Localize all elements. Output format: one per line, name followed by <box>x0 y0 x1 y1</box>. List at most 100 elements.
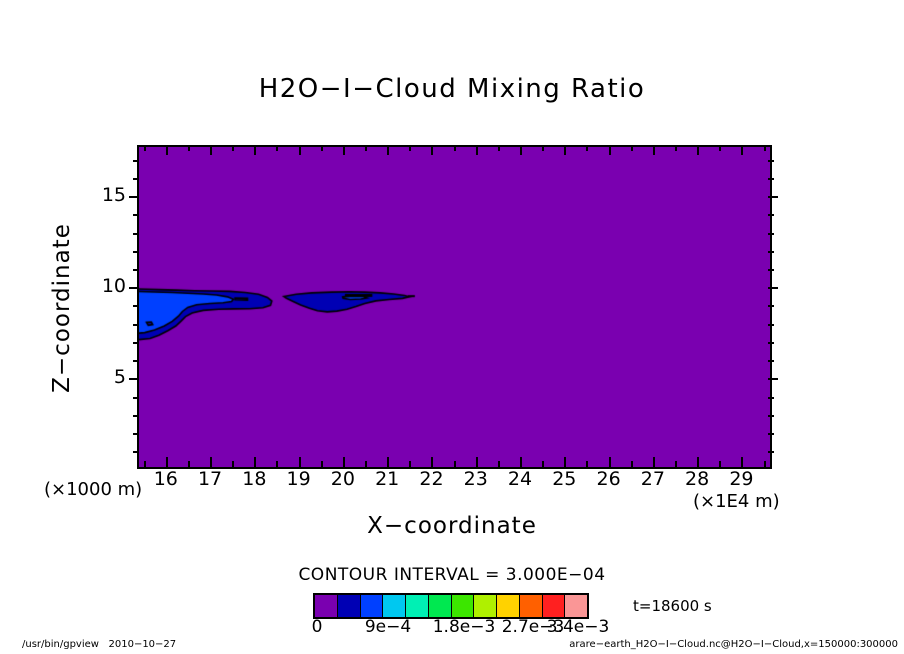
axis-tick <box>768 268 774 271</box>
axis-tick <box>768 159 774 162</box>
axis-tick <box>165 457 168 467</box>
axis-tick <box>768 196 778 199</box>
axis-tick <box>133 451 139 454</box>
axis-tick <box>475 145 478 155</box>
axis-tick <box>133 433 139 436</box>
axis-tick <box>133 414 139 417</box>
axis-tick <box>697 145 700 155</box>
y-axis-title: Z−coordinate <box>49 223 75 393</box>
axis-tick <box>768 451 774 454</box>
colorbar <box>313 593 589 619</box>
y-tick-label: 5 <box>113 366 126 389</box>
axis-tick <box>453 461 456 467</box>
axis-tick <box>232 461 235 467</box>
colorbar-segment <box>565 595 587 617</box>
axis-tick <box>133 268 139 271</box>
axis-tick <box>475 457 478 467</box>
axis-tick <box>652 457 655 467</box>
colorbar-segment <box>406 595 429 617</box>
axis-tick <box>719 461 722 467</box>
axis-tick <box>675 461 677 467</box>
footer-source-label: arare−earth_H2O−I−Cloud.nc@H2O−I−Cloud,x… <box>569 639 898 650</box>
axis-tick <box>763 461 766 467</box>
axis-tick <box>298 457 301 467</box>
axis-tick <box>497 461 500 467</box>
x-tick-label: 28 <box>685 468 710 490</box>
colorbar-label: 2.7e−3 <box>501 617 565 637</box>
axis-tick <box>133 396 139 399</box>
axis-tick <box>768 323 774 326</box>
colorbar-segment <box>337 595 361 617</box>
axis-tick <box>768 396 774 399</box>
axis-tick <box>133 232 139 235</box>
x-tick-label: 20 <box>330 468 355 490</box>
axis-tick <box>768 378 778 381</box>
axis-tick <box>342 145 345 155</box>
axis-tick <box>409 461 412 467</box>
x-unit-left-label: (×1000 m) <box>44 479 143 500</box>
x-tick-label: 25 <box>552 468 577 490</box>
x-tick-label: 19 <box>286 468 311 490</box>
colorbar-segment <box>428 595 452 617</box>
colorbar-segment <box>315 595 338 617</box>
axis-tick <box>254 457 257 467</box>
x-tick-label: 18 <box>242 468 267 490</box>
axis-tick <box>133 323 139 326</box>
axis-tick <box>630 461 633 467</box>
page-title: H2O−I−Cloud Mixing Ratio <box>258 74 646 104</box>
footer-command-label: /usr/bin/gpview 2010−10−27 <box>22 639 177 650</box>
x-tick-label: 24 <box>507 468 533 490</box>
axis-tick <box>210 145 213 155</box>
axis-tick <box>768 414 774 417</box>
axis-tick <box>129 287 139 290</box>
axis-tick <box>768 214 774 217</box>
axis-tick <box>719 145 722 151</box>
axis-tick <box>129 196 139 199</box>
axis-tick <box>763 145 766 151</box>
axis-tick <box>133 360 139 363</box>
x-unit-right-label: (×1E4 m) <box>693 491 780 512</box>
axis-tick <box>133 341 139 344</box>
axis-tick <box>608 457 611 467</box>
axis-tick <box>768 305 774 308</box>
axis-tick <box>453 145 456 151</box>
x-tick-label: 16 <box>153 468 178 490</box>
y-axis-tick-labels: 5 10 15 <box>90 0 126 654</box>
axis-tick <box>675 145 677 151</box>
axis-tick <box>276 461 279 467</box>
axis-tick <box>143 461 146 467</box>
axis-tick <box>320 461 323 467</box>
axis-tick <box>143 145 146 151</box>
axis-tick <box>133 250 139 253</box>
axis-tick <box>564 457 567 467</box>
colorbar-segment <box>519 595 543 617</box>
contour-field-canvas <box>139 147 770 467</box>
colorbar-tick-labels: 0 9e−4 1.8e−3 2.7e−3 3.4e−3 <box>0 617 904 641</box>
axis-tick <box>232 145 235 151</box>
colorbar-segment <box>383 595 406 617</box>
axis-tick <box>586 461 589 467</box>
axis-tick <box>387 145 390 155</box>
axis-tick <box>342 457 345 467</box>
time-annotation: t=18600 s <box>633 597 712 615</box>
x-tick-label: 29 <box>729 468 754 490</box>
y-tick-label: 10 <box>101 275 126 298</box>
axis-tick <box>608 145 611 155</box>
axis-tick <box>133 214 139 217</box>
axis-tick <box>187 461 190 467</box>
axis-tick <box>276 145 279 151</box>
axis-tick <box>542 461 545 467</box>
axis-tick <box>520 145 523 155</box>
axis-tick <box>586 145 589 151</box>
axis-tick <box>652 145 655 155</box>
colorbar-segment <box>474 595 497 617</box>
colorbar-segment <box>360 595 384 617</box>
axis-tick <box>133 177 139 180</box>
axis-tick <box>320 145 323 151</box>
colorbar-block: CONTOUR INTERVAL = 3.000E−04 0 9e−4 1.8e−3… <box>0 560 904 650</box>
contour-interval-label: CONTOUR INTERVAL = 3.000E−04 <box>298 565 606 585</box>
colorbar-label: 1.8e−3 <box>432 617 496 637</box>
x-tick-label: 17 <box>197 468 223 490</box>
x-tick-label: 21 <box>375 468 400 490</box>
axis-tick <box>497 145 500 151</box>
